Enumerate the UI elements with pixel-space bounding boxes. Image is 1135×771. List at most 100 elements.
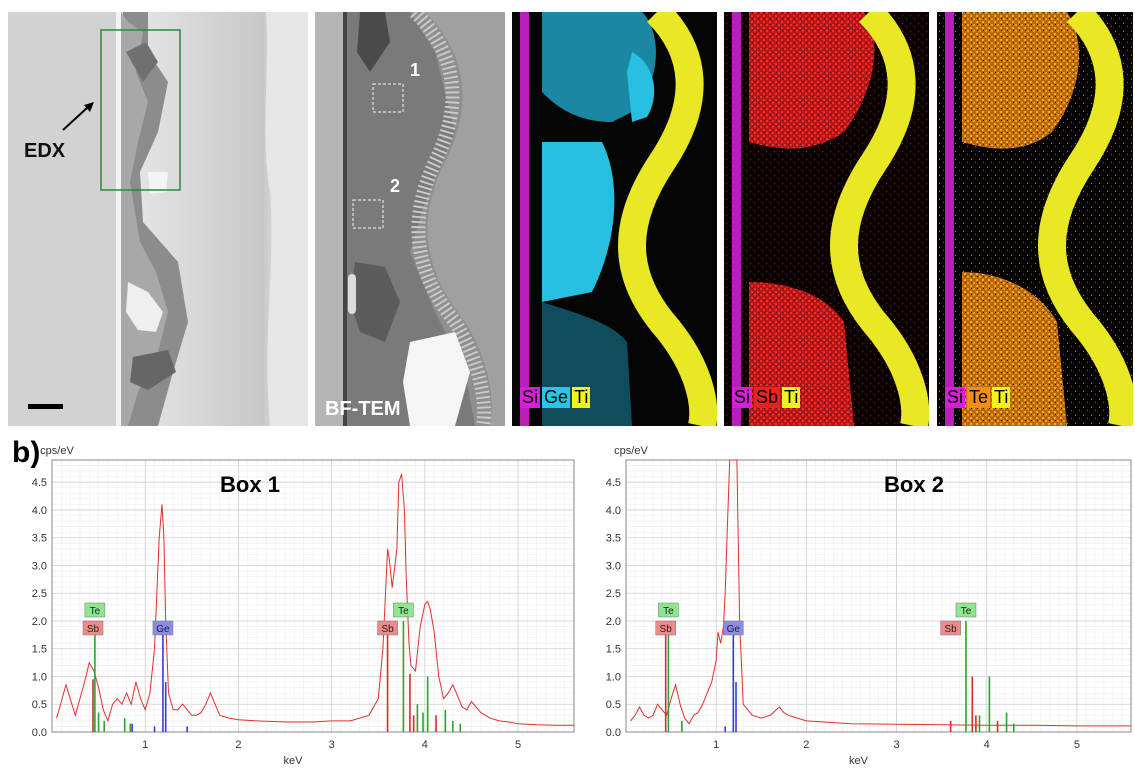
y-tick-label: 2.0 bbox=[606, 616, 621, 628]
element-tag-te: Te bbox=[955, 602, 977, 618]
x-axis-label: keV bbox=[849, 755, 869, 767]
x-tick-label: 2 bbox=[235, 739, 241, 751]
bf-tem-drawing bbox=[315, 12, 505, 426]
panel-b-label: b) bbox=[12, 436, 41, 469]
chart-title: Box 1 bbox=[220, 472, 280, 497]
sem-image-drawing bbox=[8, 12, 308, 426]
element-tag-label: Te bbox=[663, 606, 674, 617]
legend-ge: Ge bbox=[542, 387, 571, 408]
x-tick-label: 5 bbox=[515, 739, 521, 751]
y-tick-label: 4.5 bbox=[606, 477, 621, 489]
sem-cross-section-image bbox=[8, 12, 308, 426]
y-tick-label: 3.0 bbox=[32, 560, 47, 572]
x-tick-label: 3 bbox=[329, 739, 335, 751]
x-tick-label: 1 bbox=[713, 739, 719, 751]
element-tag-sb: Sb bbox=[377, 620, 398, 636]
legend-map-te: Si Te Ti bbox=[945, 387, 1011, 408]
y-tick-label: 0.0 bbox=[606, 727, 621, 739]
legend-ti: Ti bbox=[992, 387, 1011, 408]
legend-si: Si bbox=[945, 387, 966, 408]
scale-bar bbox=[28, 404, 63, 409]
element-tag-ge: Ge bbox=[152, 620, 174, 636]
y-tick-label: 1.5 bbox=[32, 644, 47, 656]
y-tick-label: 3.5 bbox=[32, 533, 47, 545]
x-tick-label: 1 bbox=[142, 739, 148, 751]
x-tick-label: 4 bbox=[984, 739, 990, 751]
x-axis-label: keV bbox=[284, 755, 304, 767]
y-tick-label: 0.5 bbox=[606, 699, 621, 711]
box-1-region bbox=[372, 83, 404, 113]
y-tick-label: 1.0 bbox=[32, 671, 47, 683]
x-tick-label: 5 bbox=[1074, 739, 1080, 751]
y-tick-label: 0.5 bbox=[32, 699, 47, 711]
legend-si: Si bbox=[732, 387, 753, 408]
plot-frame bbox=[625, 459, 1132, 733]
element-tag-ge: Ge bbox=[723, 620, 744, 636]
y-tick-label: 2.5 bbox=[606, 588, 621, 600]
element-tag-box bbox=[377, 620, 398, 636]
x-tick-label: 4 bbox=[422, 739, 428, 751]
y-tick-label: 1.5 bbox=[606, 644, 621, 656]
element-tag-sb: Sb bbox=[655, 620, 676, 636]
edx-map-sb-drawing bbox=[724, 12, 929, 426]
element-tag-label: Ge bbox=[727, 624, 741, 635]
legend-ti: Ti bbox=[782, 387, 801, 408]
bf-tem-label: BF-TEM bbox=[325, 398, 401, 420]
element-tag-label: Sb bbox=[660, 624, 673, 635]
box-2-label: 2 bbox=[390, 176, 401, 196]
y-axis-label: cps/eV bbox=[40, 445, 74, 457]
edx-map-sb bbox=[724, 12, 929, 426]
element-tag-sb: Sb bbox=[82, 620, 104, 636]
edx-region-box bbox=[100, 29, 181, 191]
element-tag-box bbox=[658, 602, 679, 618]
plot-frame bbox=[51, 459, 575, 733]
y-tick-label: 4.5 bbox=[32, 477, 47, 489]
x-tick-label: 3 bbox=[893, 739, 899, 751]
edx-map-ge-drawing bbox=[512, 12, 717, 426]
element-tag-box bbox=[84, 602, 106, 618]
element-tag-te: Te bbox=[393, 602, 414, 618]
box-2-region bbox=[352, 199, 384, 229]
y-axis-label: cps/eV bbox=[614, 445, 648, 457]
y-tick-label: 4.0 bbox=[32, 505, 47, 517]
legend-sb: Sb bbox=[754, 387, 781, 408]
bf-tem-image bbox=[315, 12, 505, 426]
element-tag-box bbox=[152, 620, 174, 636]
legend-si: Si bbox=[520, 387, 541, 408]
spectrum-box-2: 1 2 3 4 5 0.0 0.5 1.0 1.5 2.0 2.5 3.0 3.5 4.0 4.5 cps/e… bbox=[606, 445, 1132, 767]
x-tick-label: 2 bbox=[803, 739, 809, 751]
element-tag-label: Te bbox=[961, 606, 972, 617]
element-tag-sb: Sb bbox=[940, 620, 961, 636]
element-tag-box bbox=[723, 620, 744, 636]
element-tag-te: Te bbox=[658, 602, 679, 618]
element-tag-label: Te bbox=[398, 606, 409, 617]
element-tag-te: Te bbox=[84, 602, 106, 618]
legend-map-ge: Si Ge Ti bbox=[520, 387, 591, 408]
element-tag-box bbox=[393, 602, 414, 618]
legend-map-sb: Si Sb Ti bbox=[732, 387, 801, 408]
y-tick-label: 3.0 bbox=[606, 560, 621, 572]
spectrum-line bbox=[56, 473, 574, 726]
legend-ti: Ti bbox=[572, 387, 591, 408]
element-tag-label: Sb bbox=[945, 624, 958, 635]
y-tick-label: 3.5 bbox=[606, 533, 621, 545]
edx-map-te-drawing bbox=[937, 12, 1133, 426]
element-tag-label: Ge bbox=[156, 624, 170, 635]
y-tick-label: 2.0 bbox=[32, 616, 47, 628]
element-tag-box bbox=[940, 620, 961, 636]
edx-label: EDX bbox=[24, 140, 66, 162]
box-1-label: 1 bbox=[410, 60, 421, 80]
spectrum-box-1: 1 2 3 4 5 0.0 0.5 1.0 1.5 2.0 2.5 3.0 3.5 4.0 4.5 cps/e… bbox=[32, 445, 575, 767]
chart-title: Box 2 bbox=[884, 472, 944, 497]
element-tag-box bbox=[655, 620, 676, 636]
legend-te: Te bbox=[967, 387, 991, 408]
y-tick-label: 0.0 bbox=[32, 727, 47, 739]
y-tick-label: 2.5 bbox=[32, 588, 47, 600]
y-tick-label: 4.0 bbox=[606, 505, 621, 517]
y-tick-label: 1.0 bbox=[606, 671, 621, 683]
edx-map-te bbox=[937, 12, 1133, 426]
element-tag-label: Sb bbox=[87, 624, 100, 635]
edx-map-ge bbox=[512, 12, 717, 426]
element-tag-box bbox=[955, 602, 977, 618]
element-tag-label: Sb bbox=[381, 624, 394, 635]
